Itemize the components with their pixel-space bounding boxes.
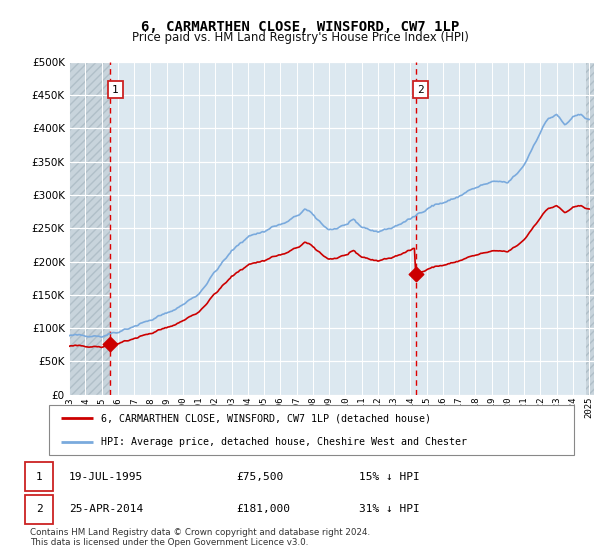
- FancyBboxPatch shape: [25, 495, 53, 524]
- Text: Contains HM Land Registry data © Crown copyright and database right 2024.
This d: Contains HM Land Registry data © Crown c…: [30, 528, 370, 547]
- Text: HPI: Average price, detached house, Cheshire West and Chester: HPI: Average price, detached house, Ches…: [101, 437, 467, 447]
- Point: [106, 340, 115, 349]
- FancyBboxPatch shape: [49, 405, 574, 455]
- Text: Price paid vs. HM Land Registry's House Price Index (HPI): Price paid vs. HM Land Registry's House …: [131, 31, 469, 44]
- Text: 1: 1: [35, 472, 43, 482]
- Text: 2: 2: [417, 85, 424, 95]
- Point: [411, 270, 421, 279]
- Text: 31% ↓ HPI: 31% ↓ HPI: [359, 505, 419, 515]
- Text: £75,500: £75,500: [236, 472, 283, 482]
- Text: 6, CARMARTHEN CLOSE, WINSFORD, CW7 1LP (detached house): 6, CARMARTHEN CLOSE, WINSFORD, CW7 1LP (…: [101, 413, 431, 423]
- Text: 6, CARMARTHEN CLOSE, WINSFORD, CW7 1LP: 6, CARMARTHEN CLOSE, WINSFORD, CW7 1LP: [141, 20, 459, 34]
- Text: £181,000: £181,000: [236, 505, 290, 515]
- Text: 1: 1: [112, 85, 119, 95]
- Text: 19-JUL-1995: 19-JUL-1995: [68, 472, 143, 482]
- Text: 2: 2: [35, 505, 43, 515]
- Text: 15% ↓ HPI: 15% ↓ HPI: [359, 472, 419, 482]
- Text: 25-APR-2014: 25-APR-2014: [68, 505, 143, 515]
- FancyBboxPatch shape: [25, 463, 53, 491]
